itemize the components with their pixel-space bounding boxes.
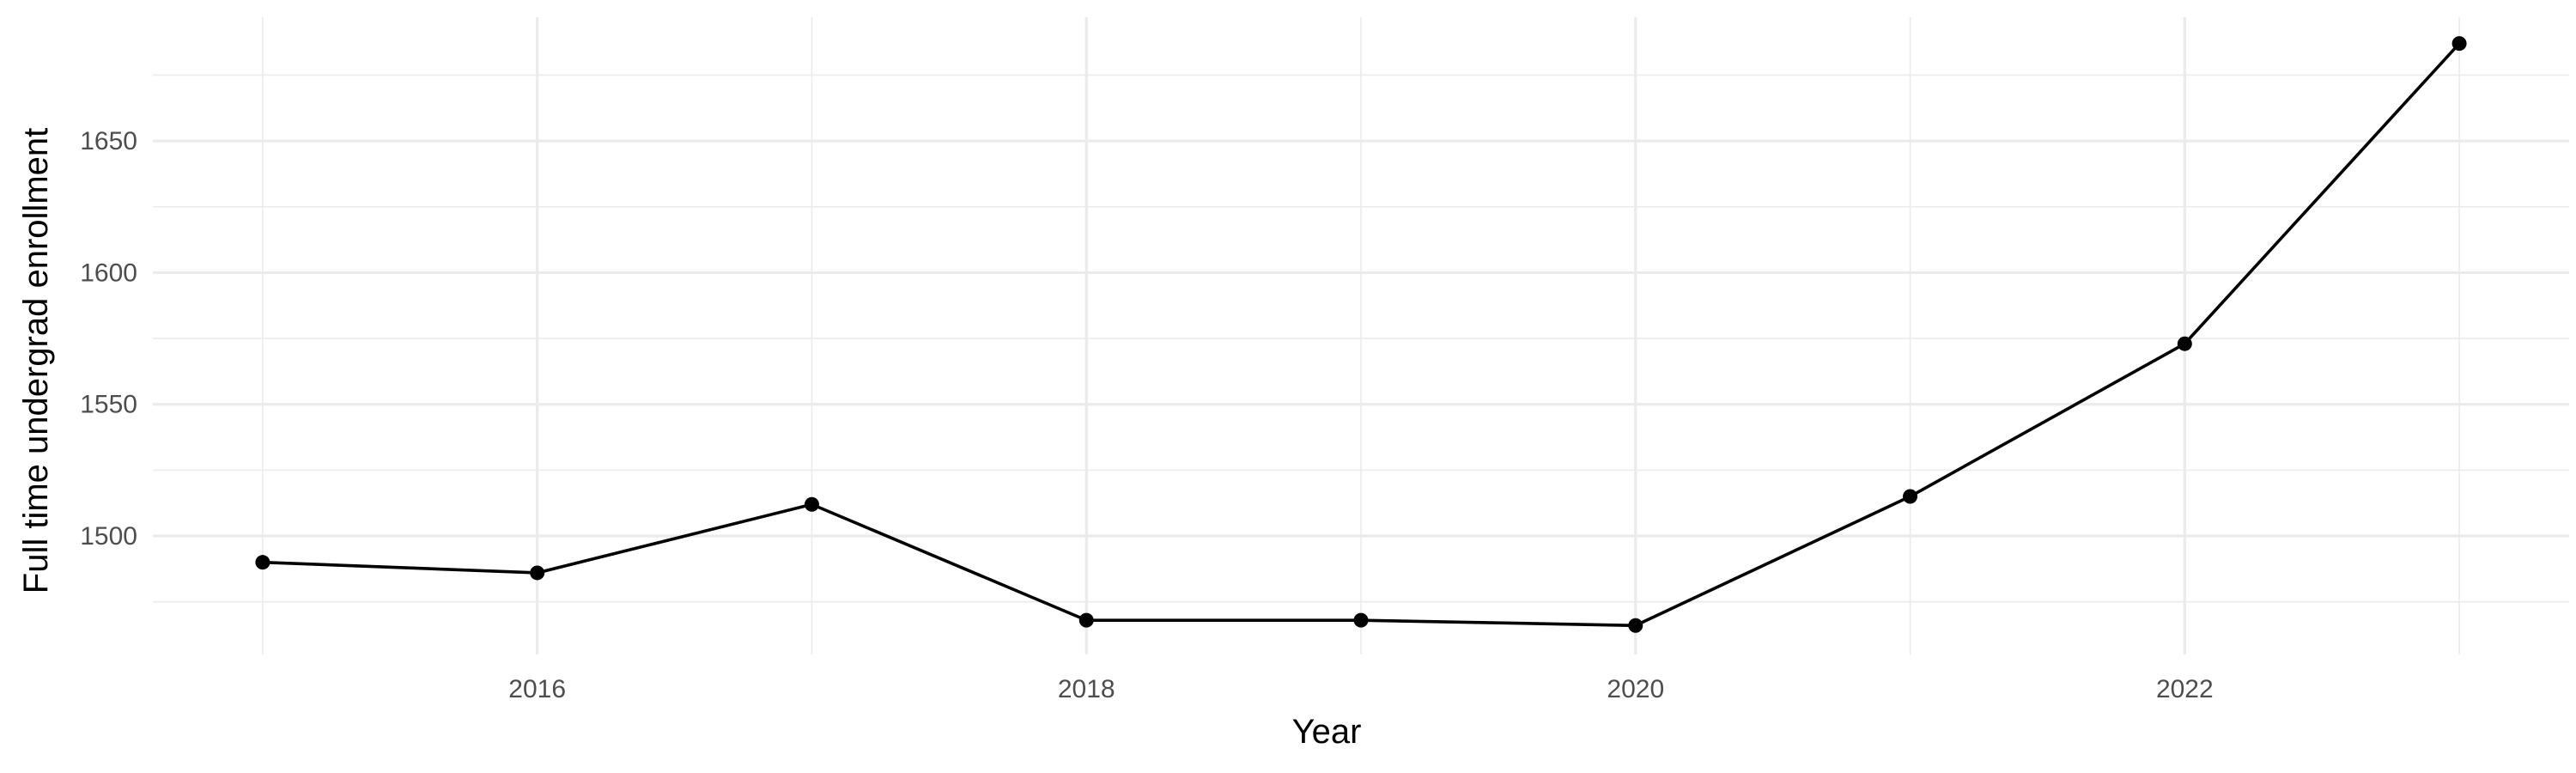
x-axis-title: Year (1292, 713, 1362, 751)
data-point (255, 555, 270, 570)
x-tick-label: 2018 (1058, 675, 1115, 703)
data-point (1353, 612, 1369, 628)
data-point (530, 565, 545, 581)
y-tick-label: 1500 (80, 522, 137, 551)
data-point (1903, 489, 1918, 504)
data-point (1628, 618, 1643, 633)
y-tick-label: 1650 (80, 127, 137, 155)
y-axis-title: Full time undergrad enrollment (17, 128, 55, 593)
major-gridlines (153, 17, 2569, 654)
data-point (2451, 36, 2467, 52)
y-tick-label: 1600 (80, 259, 137, 287)
y-tick-labels: 1500 1550 1600 1650 (80, 127, 137, 551)
minor-gridlines (153, 17, 2569, 654)
x-tick-label: 2016 (508, 675, 566, 703)
data-point (2177, 336, 2192, 351)
y-tick-label: 1550 (80, 391, 137, 419)
series-layer (255, 36, 2467, 633)
data-point (1078, 612, 1094, 628)
x-tick-labels: 2016 2018 2020 2022 (508, 675, 2213, 703)
data-point (804, 496, 819, 512)
x-tick-label: 2020 (1607, 675, 1664, 703)
x-tick-label: 2022 (2156, 675, 2214, 703)
